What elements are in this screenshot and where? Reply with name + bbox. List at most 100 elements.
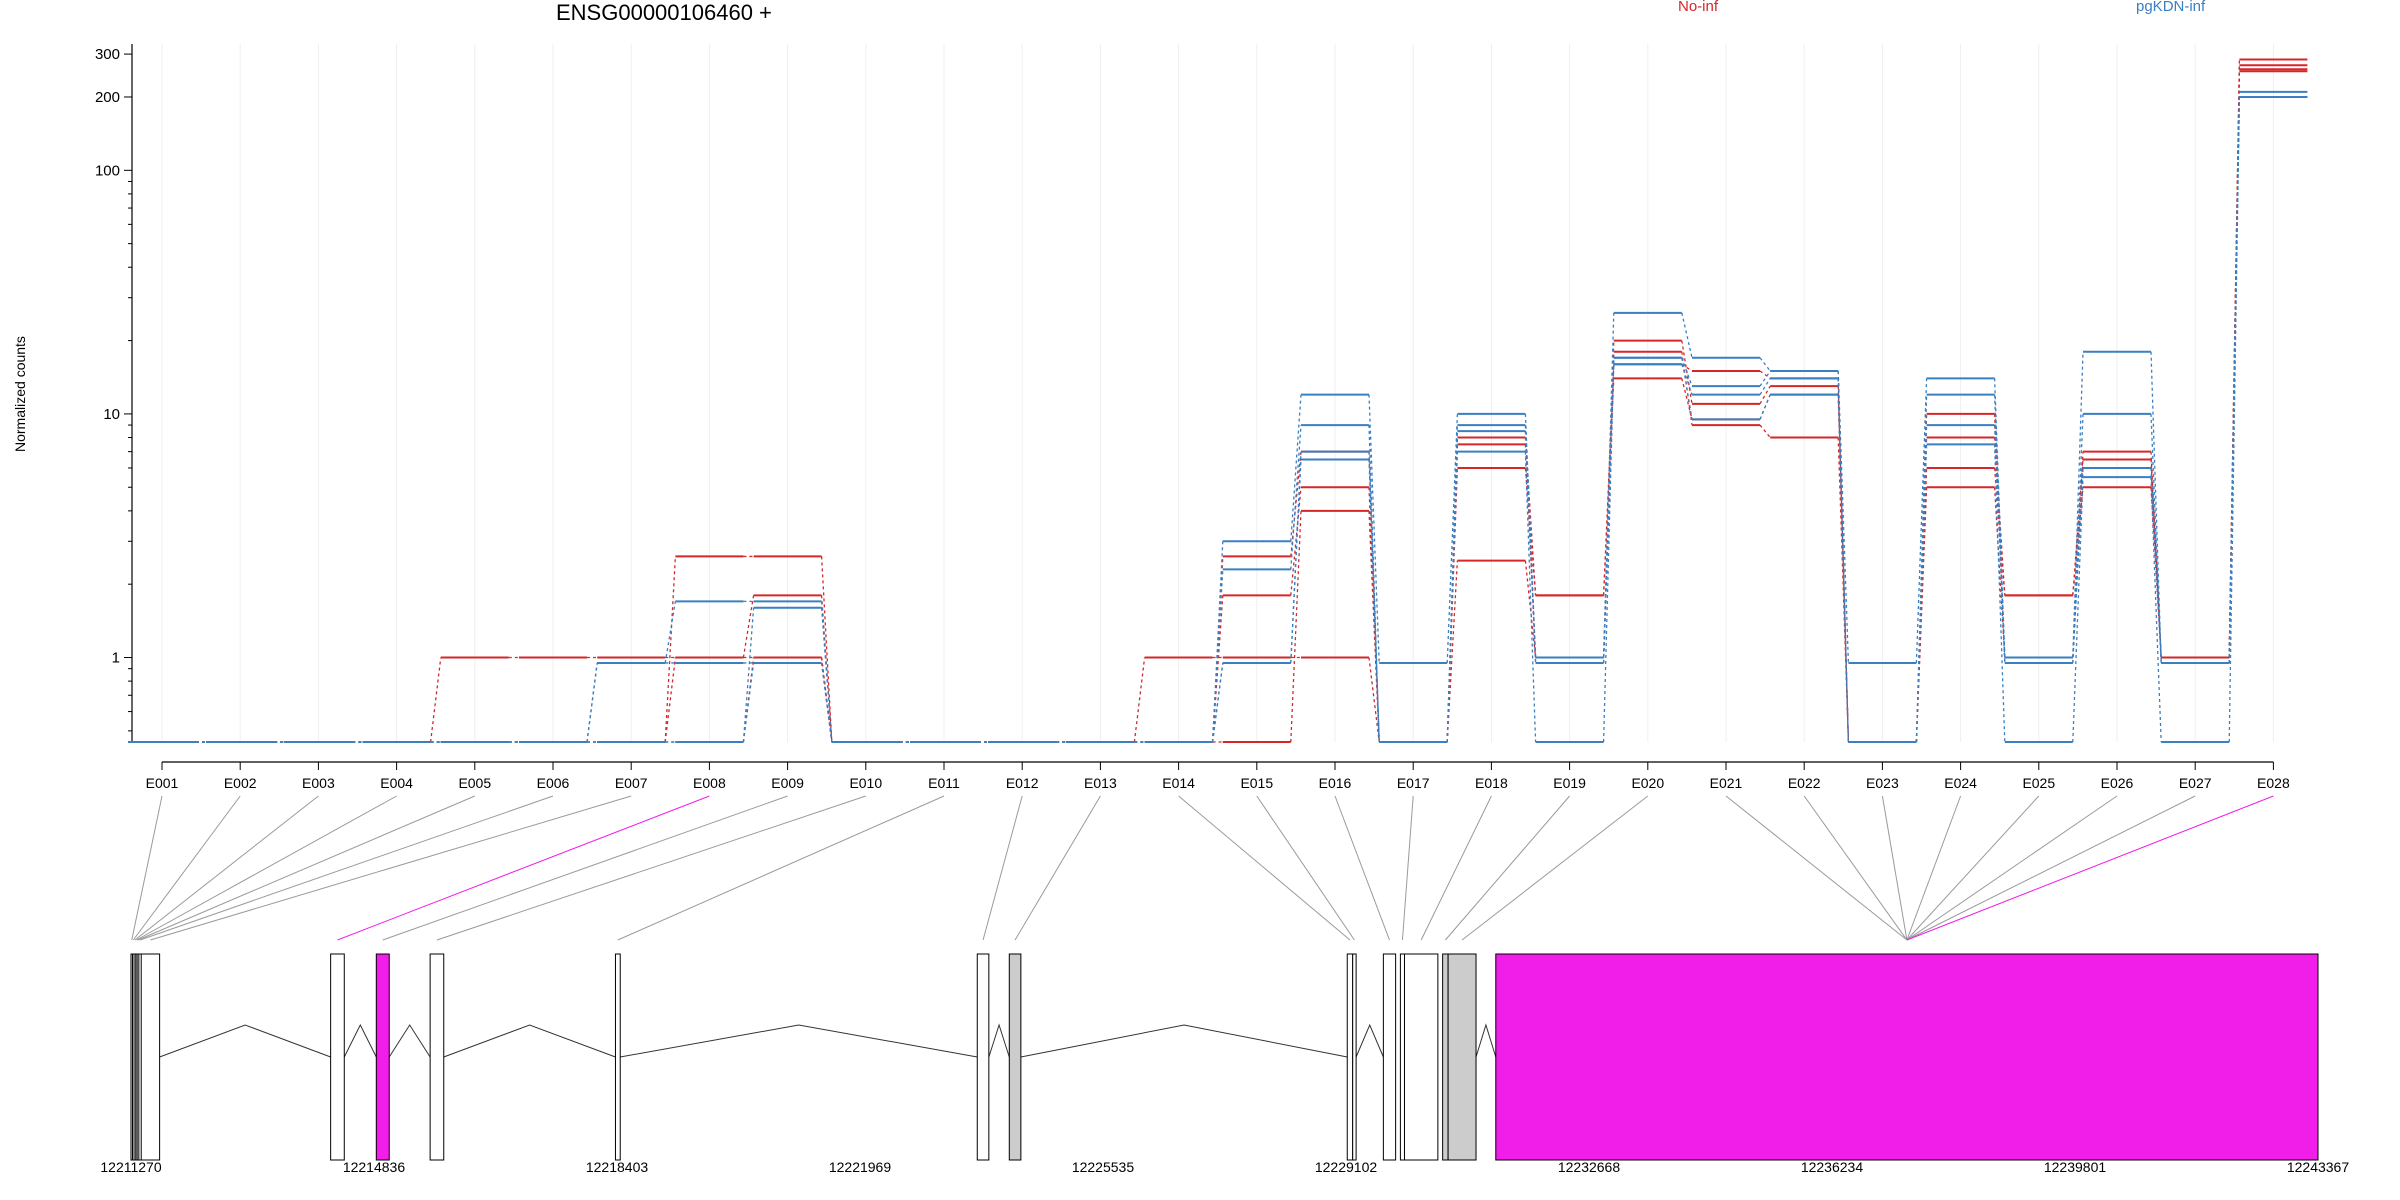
data-transition xyxy=(2150,351,2162,663)
genomic-coordinate-label: 12214836 xyxy=(343,1159,406,1175)
intron-line xyxy=(620,1024,978,1058)
intron-line xyxy=(343,1023,377,1058)
intron-line xyxy=(443,1024,616,1058)
exon-connector xyxy=(1256,795,1355,941)
series-no-inf-2 xyxy=(128,70,2308,743)
page-title: ENSG00000106460 + xyxy=(556,0,772,25)
data-transition xyxy=(820,556,833,743)
exon-box-e009 xyxy=(375,953,390,1161)
data-transition xyxy=(1915,394,1928,743)
y-tick-label: 200 xyxy=(95,89,120,106)
genomic-coordinate-label: 12218403 xyxy=(586,1159,649,1175)
data-transition xyxy=(1368,657,1380,743)
data-transition xyxy=(1681,378,1693,420)
genomic-coordinate-label: 12239801 xyxy=(2044,1159,2107,1175)
x-tick-label: E010 xyxy=(849,775,882,791)
data-transition xyxy=(664,657,677,743)
x-tick-label: E002 xyxy=(224,775,257,791)
data-transition xyxy=(1290,510,1302,743)
exon-connector xyxy=(1444,795,1570,941)
exon-connector xyxy=(1725,795,1908,941)
x-tick-label: E024 xyxy=(1944,775,1977,791)
exon-box-e019 xyxy=(1442,953,1449,1161)
data-transition xyxy=(1133,657,1146,743)
grid-layer xyxy=(161,44,2274,742)
exon-connector xyxy=(1906,795,2196,941)
exon-connector xyxy=(617,795,945,941)
data-transition xyxy=(1993,378,2006,658)
legend-entry-pgkdn-inf: pgKDN-inf xyxy=(2136,0,2206,15)
connector-layer xyxy=(131,795,2274,941)
x-tick-label: E006 xyxy=(537,775,570,791)
x-tick-label: E019 xyxy=(1553,775,1586,791)
genomic-coordinate-label: 12211270 xyxy=(100,1159,161,1175)
series-pgkdn-inf-7 xyxy=(128,95,2308,743)
data-transition xyxy=(1681,363,1693,395)
data-transition xyxy=(1759,424,1771,438)
exon-connector xyxy=(131,795,163,941)
data-transition xyxy=(2150,467,2162,663)
exon-box-e016 xyxy=(1382,953,1397,1161)
exon-box-e020 xyxy=(1447,953,1477,1161)
data-transition xyxy=(1524,431,1537,663)
data-transition xyxy=(1759,370,1771,379)
exon-connector xyxy=(1334,795,1390,941)
x-tick-label: E011 xyxy=(928,775,960,791)
genomic-coordinate-label: 12243367 xyxy=(2287,1159,2350,1175)
data-transition xyxy=(1993,444,2006,743)
data-transition xyxy=(1993,487,2006,658)
intron-line xyxy=(1475,1023,1497,1058)
exon-box-e021 xyxy=(1495,953,2319,1161)
series-pgkdn-inf-5 xyxy=(128,95,2308,743)
x-tick-label: E017 xyxy=(1397,775,1430,791)
exon-connector xyxy=(1906,795,2040,941)
x-tick-label: E016 xyxy=(1319,775,1352,791)
exon-connector xyxy=(1906,795,2118,941)
x-tick-label: E020 xyxy=(1631,775,1664,791)
y-tick-label: 100 xyxy=(95,162,120,179)
genomic-coordinate-label: 12229102 xyxy=(1315,1159,1378,1175)
exon-connector xyxy=(137,795,475,941)
exon-box-e010 xyxy=(429,953,445,1161)
data-transition xyxy=(1446,451,1459,743)
data-transition xyxy=(1681,340,1693,404)
intron-line xyxy=(988,1023,1010,1058)
data-transition xyxy=(1524,451,1537,743)
data-transition xyxy=(1915,444,1928,743)
data-transition xyxy=(1290,394,1302,542)
exon-connector xyxy=(1178,795,1351,941)
exon-box-e011 xyxy=(614,953,621,1161)
data-transition xyxy=(1290,425,1302,570)
series-layer xyxy=(128,58,2308,743)
exon-connector xyxy=(136,795,397,941)
data-transition xyxy=(1368,451,1380,743)
data-transition xyxy=(820,662,833,743)
x-tick-label: E012 xyxy=(1006,775,1039,791)
data-transition xyxy=(1681,357,1693,387)
data-transition xyxy=(1681,312,1693,358)
x-tick-label: E021 xyxy=(1710,775,1743,791)
data-transition xyxy=(1446,413,1459,663)
data-transition xyxy=(1759,370,1771,387)
genomic-coordinate-label: 12225535 xyxy=(1072,1159,1135,1175)
data-transition xyxy=(1759,385,1771,405)
x-tick-label: E022 xyxy=(1788,775,1821,791)
exon-connector xyxy=(1461,795,1649,941)
exon-box-e007 xyxy=(140,953,161,1161)
exon-box-e017 xyxy=(1399,953,1405,1161)
exon-box-e013 xyxy=(1008,953,1022,1161)
axis-layer: 1 10 100 200 300 E001 E002 E003 E004 E005 E006 E007… xyxy=(95,44,2290,791)
exon-connector xyxy=(1906,795,1962,941)
data-transition xyxy=(2072,467,2084,658)
intron-line xyxy=(388,1024,431,1058)
exon-connector xyxy=(1420,795,1492,941)
y-tick-label: 1 xyxy=(112,650,120,667)
data-transition xyxy=(1602,357,1615,743)
x-tick-label: E013 xyxy=(1084,775,1117,791)
intron-line xyxy=(1355,1023,1384,1058)
x-tick-label: E028 xyxy=(2257,775,2290,791)
x-tick-label: E007 xyxy=(615,775,648,791)
data-transition xyxy=(1446,467,1459,743)
data-transition xyxy=(664,556,677,743)
